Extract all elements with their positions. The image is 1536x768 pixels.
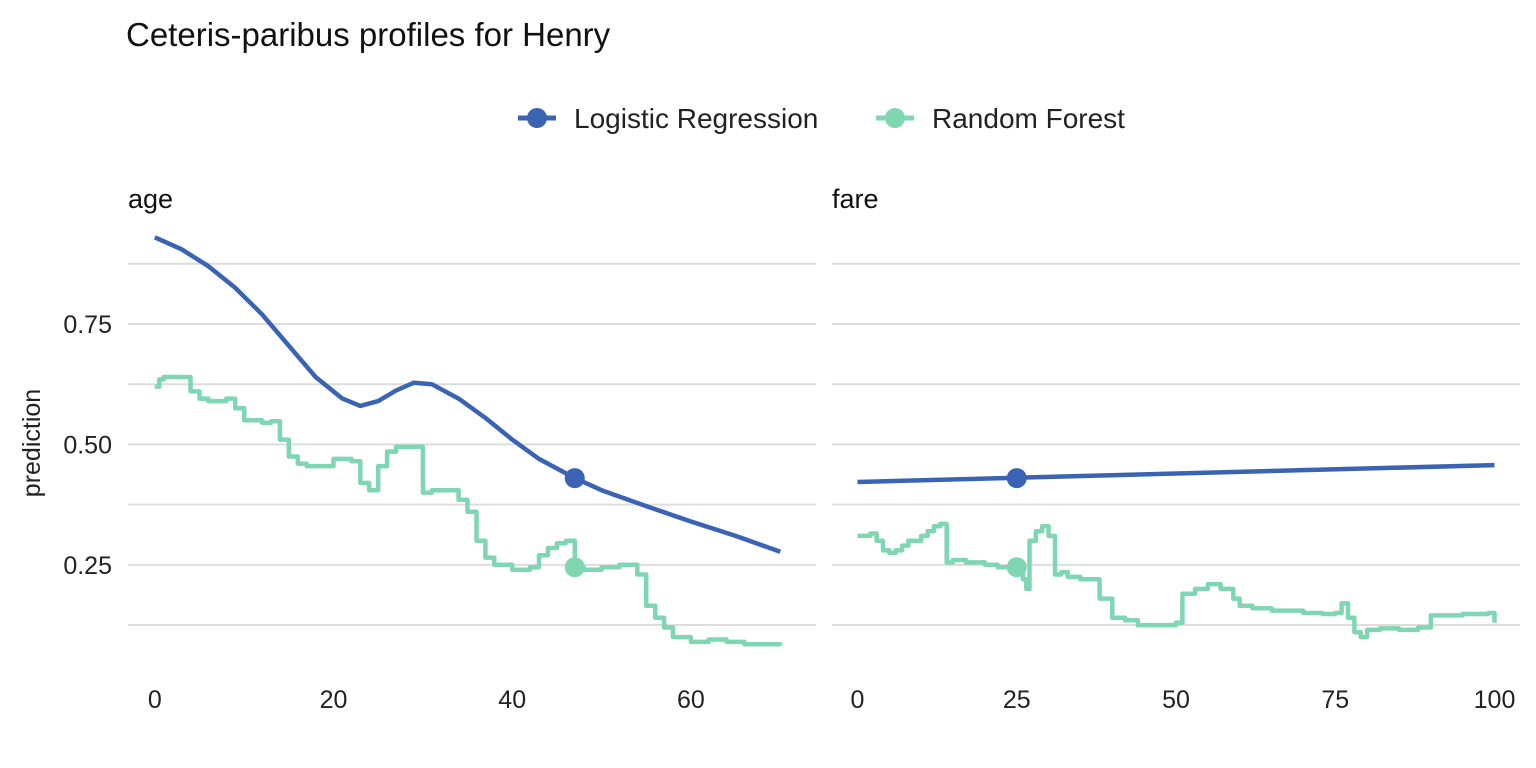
x-tick-label-fare: 75	[1321, 686, 1349, 714]
x-tick-label-fare: 50	[1162, 686, 1190, 714]
x-tick-label-age: 40	[498, 686, 526, 714]
y-tick-label: 0.25	[63, 552, 112, 580]
x-tick-label-age: 20	[320, 686, 348, 714]
series-line-logistic-regression-age	[153, 235, 782, 554]
x-tick-label-fare: 100	[1474, 686, 1516, 714]
x-tick-label-age: 0	[148, 686, 162, 714]
legend-item-random-forest: Random Forest	[876, 103, 1125, 134]
panel-strip-age: age	[128, 184, 173, 214]
chart-title: Ceteris-paribus profiles for Henry	[126, 16, 611, 53]
y-tick-label: 0.50	[63, 431, 112, 459]
panel-strip-fare: fare	[832, 184, 879, 214]
series-line-logistic-regression-fare	[857, 462, 1495, 485]
observation-point-logistic-regression-age	[564, 468, 585, 489]
panel-fare: fare 0 25 50 75 100	[832, 184, 1520, 714]
x-tick-label-fare: 0	[851, 686, 865, 714]
legend-marker-logistic-regression	[527, 108, 547, 128]
y-axis-label: prediction	[18, 389, 46, 497]
x-tick-label-fare: 25	[1003, 686, 1031, 714]
legend-label-logistic-regression: Logistic Regression	[574, 103, 818, 134]
x-tick-label-age: 60	[677, 686, 705, 714]
legend-label-random-forest: Random Forest	[932, 103, 1125, 134]
observation-point-random-forest-fare	[1006, 557, 1027, 578]
observation-point-logistic-regression-fare	[1006, 468, 1027, 489]
series-line-random-forest-age	[154, 374, 783, 647]
observation-point-random-forest-age	[564, 557, 585, 578]
legend-item-logistic-regression: Logistic Regression	[518, 103, 818, 134]
chart-legend: Logistic Regression Random Forest	[518, 103, 1125, 134]
y-tick-label: 0.75	[63, 311, 112, 339]
legend-marker-random-forest	[885, 108, 905, 128]
series-line-random-forest-fare	[857, 521, 1497, 640]
panel-age: age 0.25 0.50 0.75 0 20 40 60	[63, 184, 816, 714]
